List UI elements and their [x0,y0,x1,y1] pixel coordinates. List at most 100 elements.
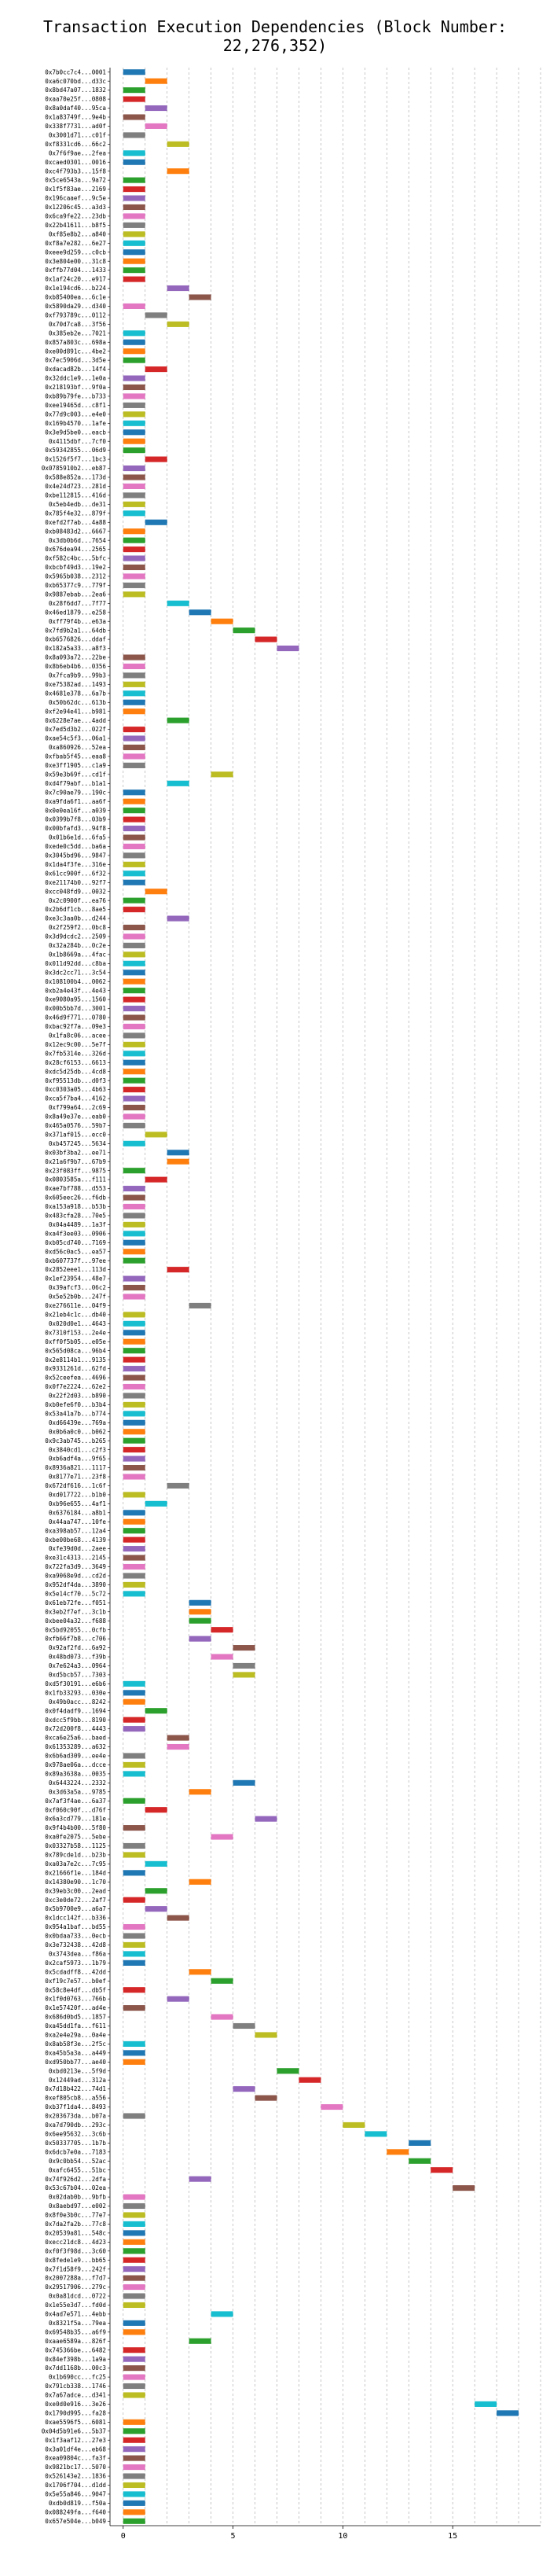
transaction-hash-label: 0x7ed5d3b2...022f [45,726,106,733]
transaction-bar [123,1275,145,1282]
transaction-bar [123,2491,145,2497]
transaction-hash-label: 0x12ec9c00...5e7f [45,1041,106,1048]
transaction-bar [123,1419,145,1426]
transaction-hash-label: 0x20539a81...548c [45,2229,106,2236]
transaction-hash-label: 0x4ad7e571...4ebb [45,2311,106,2318]
transaction-hash-label: 0xa45b5a3a...a449 [45,2049,106,2056]
transaction-hash-label: 0x12449ad...312a [49,2077,106,2084]
transaction-hash-label: 0xb0efe6f0...b3b4 [45,1401,106,1408]
transaction-bar [255,636,277,642]
transaction-hash-label: 0x1790d995...fa28 [45,2409,106,2416]
transaction-hash-label: 0x12206c45...a3d3 [45,204,106,211]
transaction-hash-label: 0x1fa8c06...acee [49,1032,107,1040]
transaction-hash-label: 0x0785910b2...eb87 [42,465,106,472]
transaction-hash-label: 0xa860926...52ea [49,744,106,751]
transaction-hash-label: 0xca5f7ba4...4162 [45,1095,106,1102]
transaction-bar [123,438,145,444]
transaction-hash-label: 0x8a49e37e...eab0 [45,1113,106,1121]
transaction-hash-label: 0x5cdadff8...42dd [45,1968,106,1975]
transaction-hash-label: 0xfbab5f45...eaa8 [45,753,106,760]
transaction-hash-label: 0xa398ab57...12a4 [45,1527,106,1534]
transaction-bar [145,105,167,112]
transaction-bar [277,2068,299,2074]
transaction-bar [123,1312,145,1318]
transaction-bar [123,1447,145,1453]
transaction-bar [123,1077,145,1084]
transaction-hash-label: 0x1dcc142f...b336 [45,1915,106,1922]
transaction-bar [123,960,145,966]
transaction-bar [145,889,167,895]
transaction-bar [123,1753,145,1759]
transaction-hash-label: 0x672df616...1c6f [45,1482,106,1489]
transaction-bar [409,2140,431,2146]
transaction-bar [123,492,145,499]
transaction-bar [123,654,145,661]
transaction-bar [123,357,145,363]
transaction-hash-label: 0xbe112815...416d [45,492,106,499]
transaction-bar [123,384,145,391]
transaction-bar [189,1636,211,1642]
transaction-hash-label: 0x385eb2e...7021 [49,329,107,337]
transaction-bar [123,249,145,256]
transaction-hash-label: 0xbe00be68...4139 [45,1536,106,1544]
transaction-hash-label: 0x22b41611...b8f5 [45,222,106,229]
transaction-hash-label: 0x14380e90...1c70 [45,1879,106,1886]
transaction-bar [343,2122,365,2129]
transaction-bar [123,231,145,237]
transaction-bar [123,1231,145,1237]
transaction-hash-label: 0x46d9f771...0780 [45,1014,106,1021]
transaction-bar [189,1599,211,1606]
transaction-hash-label: 0x8321f5a...79ea [49,2320,106,2327]
transaction-hash-label: 0x50337705...1b7b [45,2140,106,2147]
transaction-hash-label: 0xd950bb77...ae40 [45,2059,106,2066]
transaction-bar [123,789,145,796]
transaction-hash-label: 0xf799a64...2c69 [49,1104,107,1111]
transaction-bar [123,798,145,804]
transaction-bar [123,2446,145,2453]
transaction-bar [167,1158,189,1165]
transaction-hash-label: 0x0399b7f8...03b9 [45,816,106,823]
transaction-hash-label: 0xaae6589a...826f [45,2338,106,2345]
transaction-hash-label: 0xea09804c...fa3f [45,2455,106,2462]
transaction-hash-label: 0x0803585a...f111 [45,1176,106,1183]
transaction-hash-label: 0x565d08ca...96b4 [45,1347,106,1354]
transaction-bar [123,1348,145,1354]
transaction-bar [123,1087,145,1093]
transaction-bar [123,1239,145,1246]
transaction-bar [123,348,145,355]
transaction-hash-label: 0xa6c070bd...d33c [45,78,106,85]
transaction-hash-label: 0x1af24c20...e917 [45,276,106,283]
transaction-hash-label: 0x6ee95632...3c6b [45,2131,106,2138]
transaction-hash-label: 0x8a0daf40...95ca [45,105,106,112]
transaction-hash-label: 0x7f1d58f9...242f [45,2265,106,2272]
transaction-bar [123,988,145,994]
transaction-hash-label: 0x3d63a5a...9785 [49,1788,106,1795]
transaction-bar [123,843,145,850]
transaction-hash-label: 0xe3ff1905...c1a9 [45,762,106,769]
transaction-hash-label: 0xa45dd1fa...f611 [45,2022,106,2030]
transaction-hash-label: 0x89a3638a...0035 [45,1770,106,1777]
transaction-hash-label: 0x218193bf...9f0a [45,384,106,391]
transaction-hash-label: 0x5bd92055...0cfb [45,1626,106,1633]
transaction-hash-label: 0x8b6eb4b6...0356 [45,663,106,670]
transaction-hash-label: 0xf0f3f98d...3c60 [45,2247,106,2254]
transaction-hash-label: 0x9c0bb54...52ac [49,2158,106,2165]
transaction-hash-label: 0xc0303a05...4b63 [45,1086,106,1093]
transaction-hash-label: 0x2852eee1...113d [45,1266,106,1273]
transaction-hash-label: 0xb607737f...97ee [45,1257,106,1264]
transaction-bar [123,1933,145,1939]
transaction-hash-label: 0x58c8e4df...db5f [45,1986,106,1993]
transaction-bar [123,1429,145,1435]
transaction-hash-label: 0x46ed1879...e258 [45,609,106,616]
transaction-bar [123,1401,145,1408]
transaction-hash-label: 0xeee9d259...c0cb [45,248,106,256]
transaction-bar [123,2473,145,2479]
transaction-hash-label: 0xefd2f7ab...4a88 [45,519,106,526]
transaction-hash-label: 0x7fb5314e...326d [45,1050,106,1057]
transaction-hash-label: 0xb2a4e43f...4e43 [45,987,106,994]
transaction-bar [123,2482,145,2489]
transaction-hash-label: 0x03327b58...1125 [45,1842,106,1849]
transaction-hash-label: 0x1e55e3d7...fd0d [45,2302,106,2309]
transaction-bar [123,1581,145,1588]
transaction-hash-label: 0xca6e25a6...baed [45,1735,106,1742]
